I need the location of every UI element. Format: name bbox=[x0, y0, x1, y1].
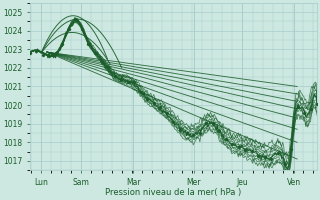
X-axis label: Pression niveau de la mer( hPa ): Pression niveau de la mer( hPa ) bbox=[105, 188, 242, 197]
